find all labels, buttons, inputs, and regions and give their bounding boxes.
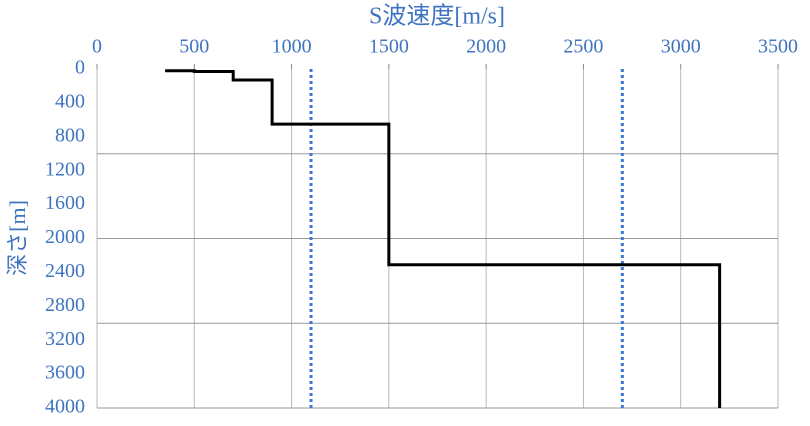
x-axis-title: S波速度[m/s] xyxy=(369,3,505,30)
y-tick-label: 4000 xyxy=(45,396,85,418)
y-tick-label: 800 xyxy=(55,124,85,146)
y-tick-label: 0 xyxy=(75,57,85,79)
x-tick-label: 2000 xyxy=(466,36,506,58)
y-tick-label: 400 xyxy=(55,90,85,112)
y-axis-title: 深さ[m] xyxy=(5,200,30,276)
y-tick-label: 2400 xyxy=(45,260,85,282)
x-tick-label: 3500 xyxy=(758,36,798,58)
line-series xyxy=(165,69,722,408)
y-tick-label: 1200 xyxy=(45,158,85,180)
x-tick-label: 1000 xyxy=(272,36,312,58)
x-tick-label: 2500 xyxy=(563,36,603,58)
x-tick-label: 500 xyxy=(179,36,209,58)
y-tick-label: 3200 xyxy=(45,328,85,350)
y-tick-label: 2800 xyxy=(45,294,85,316)
y-tick-label: 1600 xyxy=(45,192,85,214)
x-tick-label: 3000 xyxy=(661,36,701,58)
x-tick-label: 1500 xyxy=(369,36,409,58)
y-tick-label: 2000 xyxy=(45,226,85,248)
x-tick-label: 0 xyxy=(92,36,102,58)
y-tick-label: 3600 xyxy=(45,362,85,384)
